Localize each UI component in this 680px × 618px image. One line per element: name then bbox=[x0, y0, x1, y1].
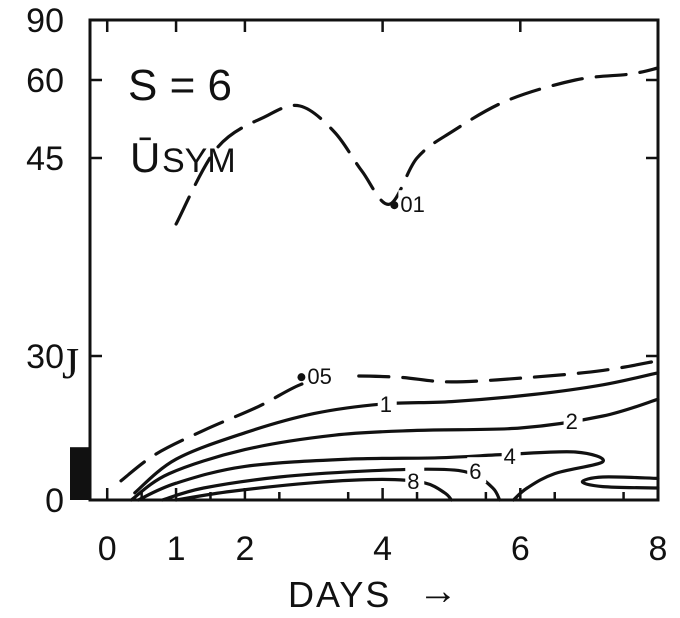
contour-label-mask bbox=[563, 406, 583, 433]
contour-label: 4 bbox=[504, 444, 516, 469]
contour-label: 8 bbox=[407, 469, 419, 494]
y-tick-label: 0 bbox=[45, 482, 64, 520]
contour-line-p01 bbox=[174, 66, 660, 226]
x-tick-label: 6 bbox=[511, 530, 530, 568]
contour-label: 01 bbox=[400, 192, 424, 217]
plot-area bbox=[88, 18, 660, 502]
x-tick-label: 4 bbox=[373, 530, 392, 568]
contour-label-dot bbox=[390, 201, 399, 210]
contour-label-mask bbox=[305, 362, 351, 389]
contour-label-mask bbox=[501, 441, 521, 468]
contour-label-mask bbox=[398, 190, 444, 217]
x-tick-label: 8 bbox=[649, 530, 668, 568]
chart-subtitle-symbol: Ū bbox=[130, 134, 160, 181]
contour-layer bbox=[119, 66, 660, 502]
contour-line-2 bbox=[129, 397, 660, 502]
x-axis-title-text: DAYS bbox=[288, 574, 391, 615]
x-tick-label: 1 bbox=[167, 530, 186, 568]
x-tick-label: 2 bbox=[235, 530, 254, 568]
contour-label: 1 bbox=[380, 392, 392, 417]
plot-frame bbox=[88, 18, 660, 502]
contour-label: 05 bbox=[307, 364, 331, 389]
contour-line-4 bbox=[136, 450, 605, 502]
contour-label-dot bbox=[297, 373, 306, 382]
forcing-bar bbox=[70, 447, 90, 500]
y-tick-label: 90 bbox=[26, 2, 64, 40]
y-tick-label: 45 bbox=[26, 140, 64, 178]
contour-line-6 bbox=[160, 467, 502, 502]
forcing-bar-layer bbox=[70, 447, 90, 500]
contour-label-mask bbox=[377, 390, 397, 416]
contour-label-layer: 01 05 1 2 46 8 bbox=[297, 190, 583, 494]
chart-subtitle: Ū SYM bbox=[130, 134, 236, 181]
x-axis-title: DAYS → bbox=[288, 569, 460, 615]
chart-title: S = 6 bbox=[128, 61, 232, 110]
contour-label-mask bbox=[405, 466, 425, 493]
y-tick-label: 60 bbox=[26, 62, 64, 100]
contour-label: 6 bbox=[469, 459, 481, 484]
chart-subtitle-subscript: SYM bbox=[162, 142, 236, 180]
contour-line-8 bbox=[174, 477, 454, 502]
x-tick-label: 0 bbox=[98, 530, 117, 568]
contour-label-mask bbox=[467, 457, 487, 484]
y-tick-label: 30 bbox=[26, 338, 64, 376]
jet-marker: J bbox=[62, 339, 79, 388]
contour-label: 2 bbox=[566, 409, 578, 434]
contour-line-extra-7 bbox=[580, 475, 660, 490]
x-axis-arrow: → bbox=[418, 569, 460, 613]
